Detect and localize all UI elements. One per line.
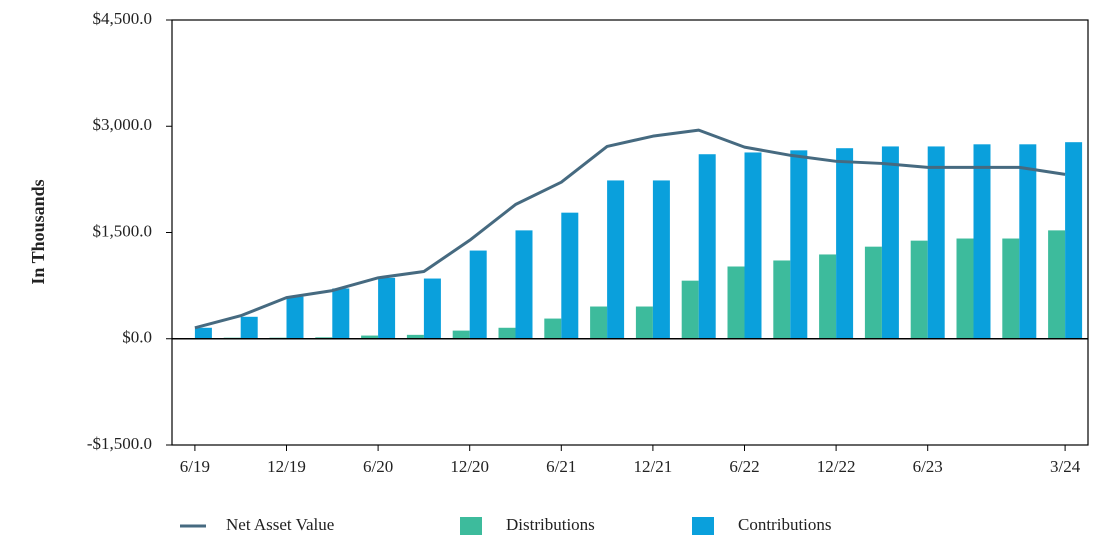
bar (240, 316, 258, 339)
x-tick-label: 12/20 (450, 457, 489, 476)
x-tick-label: 12/19 (267, 457, 306, 476)
bar (607, 180, 625, 339)
bar (1048, 230, 1066, 339)
bar (361, 335, 379, 339)
legend-label: Net Asset Value (226, 515, 334, 534)
legend-label: Distributions (506, 515, 595, 534)
bar (1002, 238, 1020, 339)
bar (790, 150, 808, 339)
bar (590, 306, 608, 339)
x-tick-label: 6/20 (363, 457, 393, 476)
y-tick-label: $1,500.0 (93, 221, 153, 240)
bar (423, 278, 441, 339)
bar (286, 296, 304, 339)
bar (378, 277, 396, 339)
x-tick-label: 12/22 (817, 457, 856, 476)
bar (652, 180, 670, 339)
legend-swatch (692, 517, 714, 535)
bar (864, 246, 882, 339)
bar (1065, 142, 1083, 339)
x-tick-label: 12/21 (634, 457, 673, 476)
plot-frame (171, 19, 1089, 446)
bar (727, 266, 745, 339)
bar (881, 146, 899, 339)
x-tick-label: 3/24 (1050, 457, 1081, 476)
bar (744, 152, 762, 339)
bar (698, 154, 716, 339)
y-tick-label: $0.0 (122, 328, 152, 347)
bar (194, 327, 212, 339)
x-tick-label: 6/19 (180, 457, 210, 476)
x-tick-label: 6/21 (546, 457, 576, 476)
y-tick-label: $3,000.0 (93, 115, 153, 134)
bar (836, 148, 854, 339)
legend-swatch (460, 517, 482, 535)
bar (635, 306, 653, 339)
bar (515, 230, 533, 339)
bar (956, 238, 974, 339)
y-tick-label: -$1,500.0 (87, 434, 152, 453)
bar (1019, 144, 1037, 339)
x-tick-label: 6/23 (913, 457, 943, 476)
bar (561, 212, 579, 339)
line (194, 128, 1066, 330)
bar (681, 280, 699, 339)
bar (544, 318, 562, 339)
bar (498, 327, 516, 339)
legend-label: Contributions (738, 515, 832, 534)
x-tick-label: 6/22 (729, 457, 759, 476)
bar (452, 330, 470, 339)
bar (910, 240, 928, 339)
bar (773, 260, 791, 339)
bar (469, 250, 487, 339)
y-axis-label: In Thousands (28, 179, 48, 284)
bar (332, 288, 350, 339)
bar (819, 254, 837, 339)
y-tick-label: $4,500.0 (93, 9, 153, 28)
bar (927, 146, 945, 339)
bar (406, 334, 424, 339)
bar (973, 144, 991, 339)
